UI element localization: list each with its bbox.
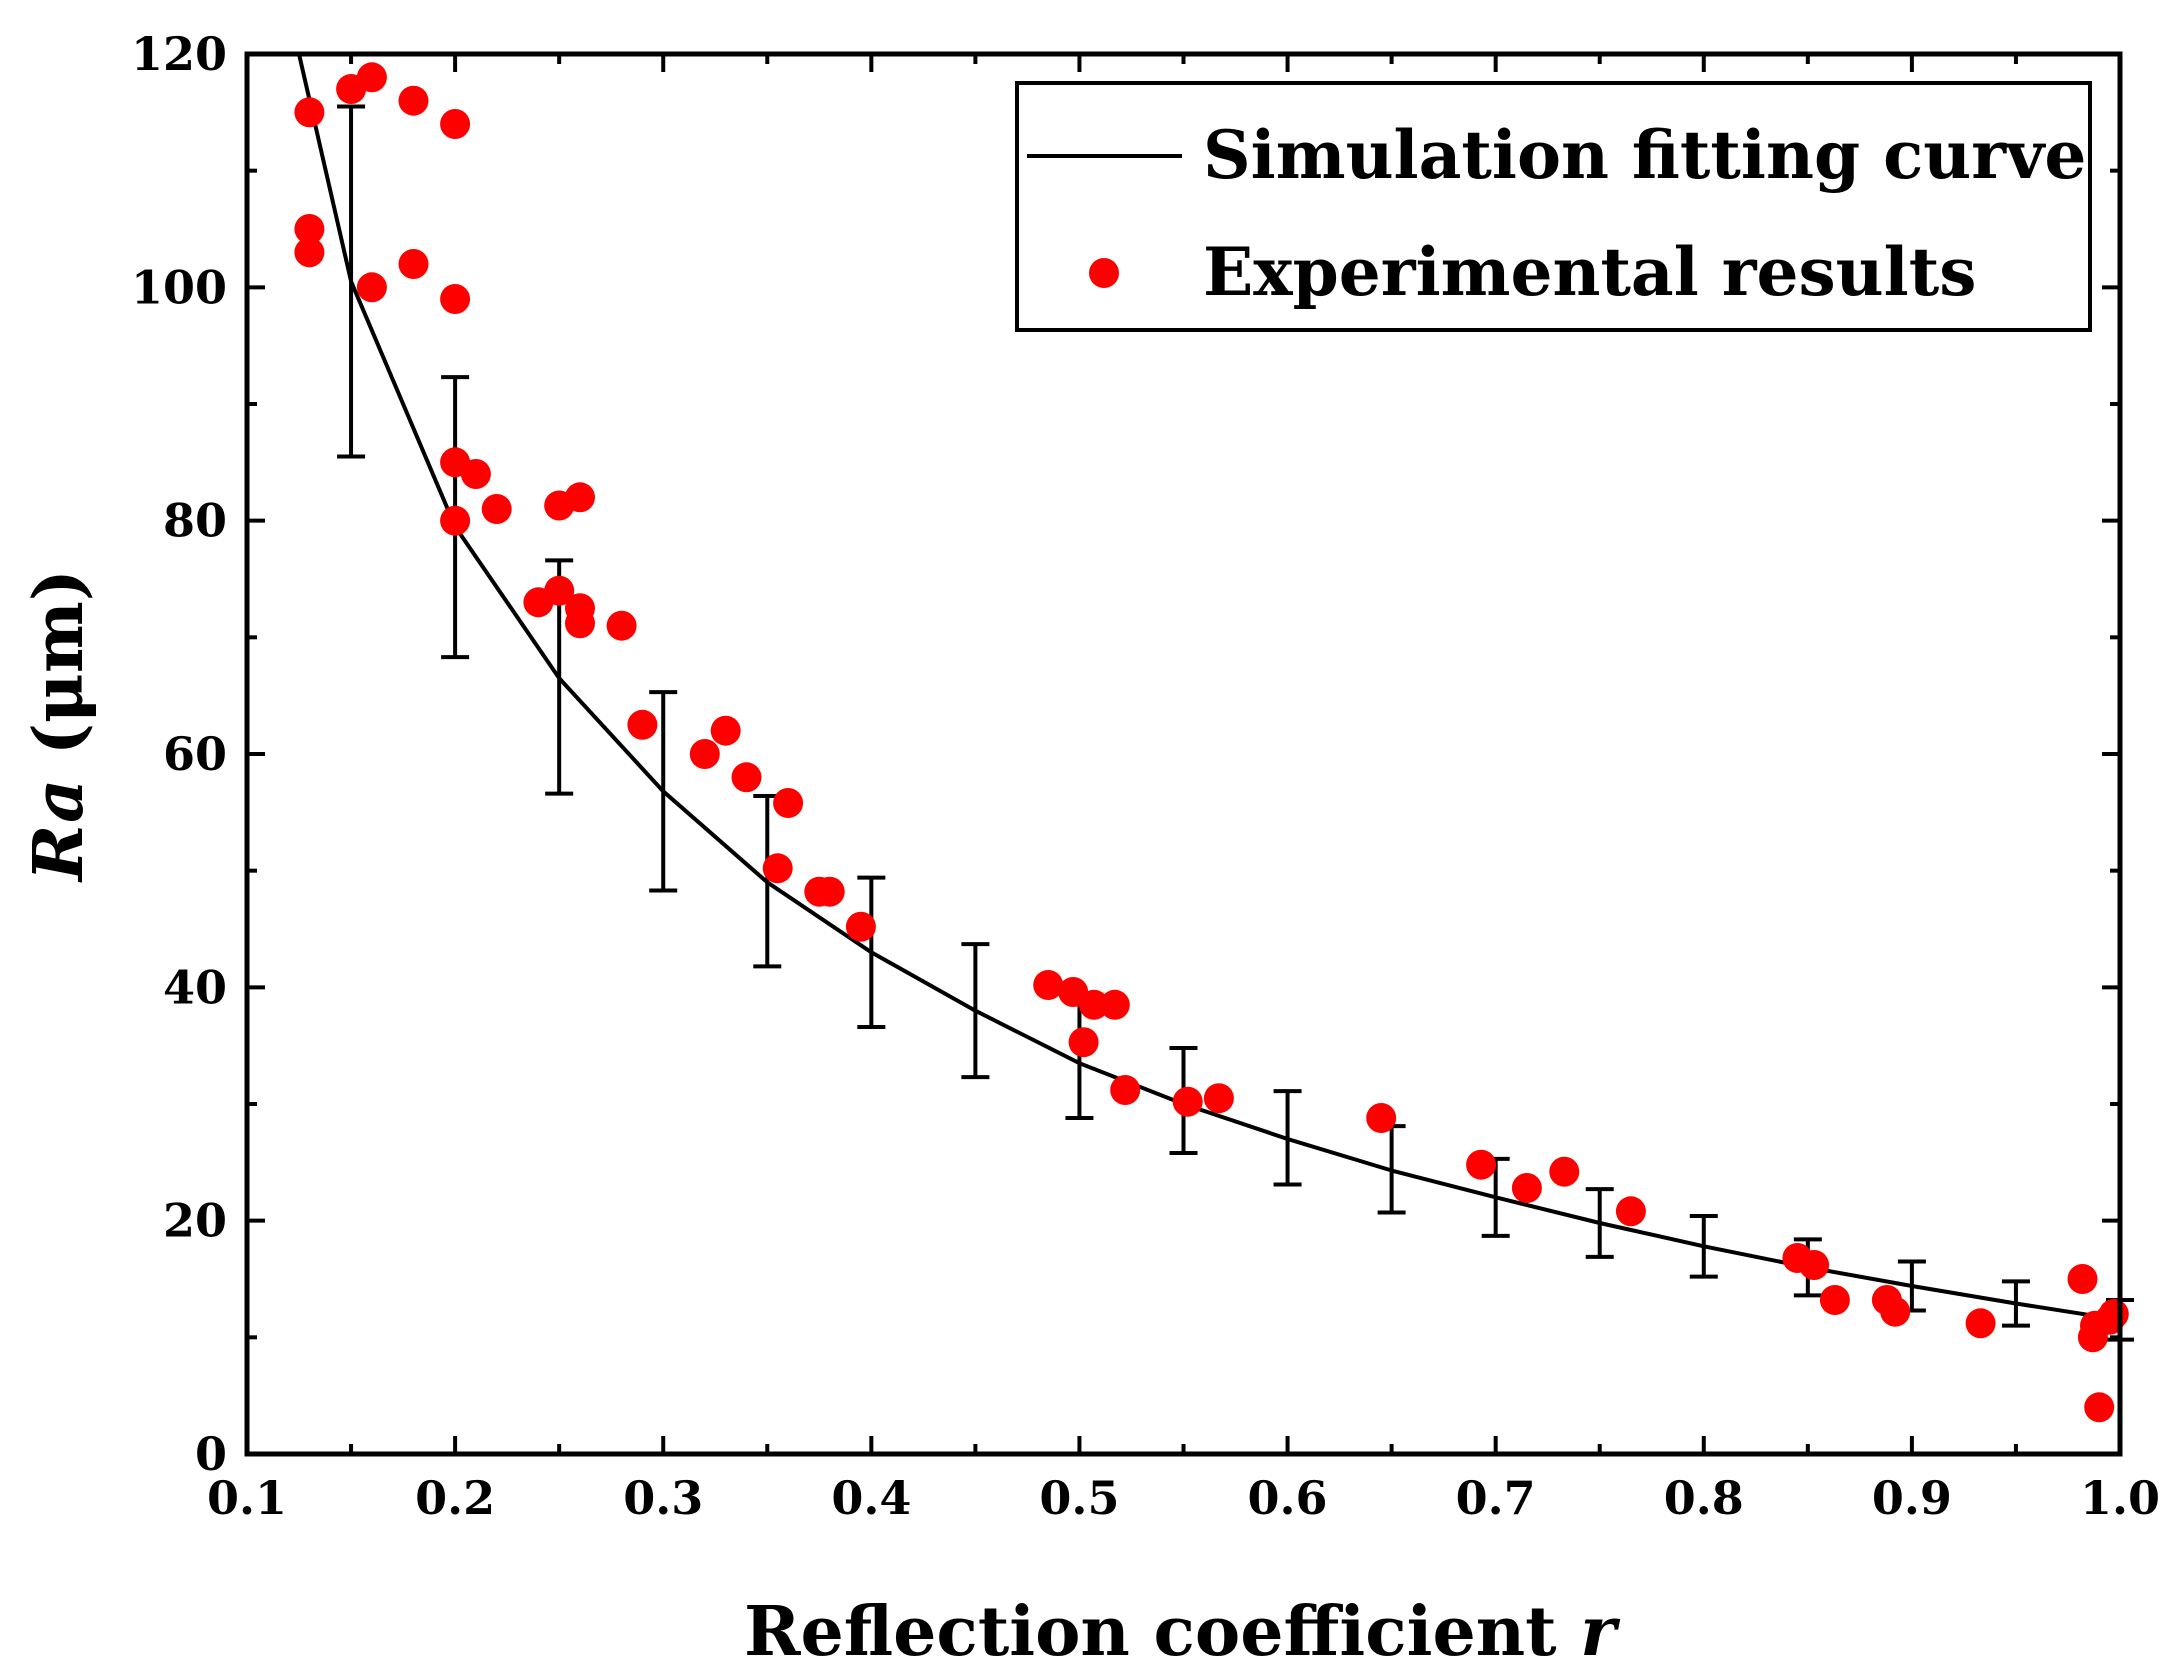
data-point: [1615, 1196, 1646, 1227]
data-point: [773, 788, 804, 818]
data-point: [294, 237, 325, 268]
y-axis-title-unit: (μm): [19, 569, 99, 779]
data-point: [356, 62, 387, 93]
data-point: [1466, 1149, 1497, 1180]
y-tick-label: 120: [131, 27, 227, 81]
x-axis-title-variable: r: [1580, 1592, 1620, 1672]
x-tick-label: 1.0: [2080, 1471, 2160, 1525]
experimental-points: [294, 62, 2129, 1423]
data-point: [440, 109, 471, 139]
legend-point-symbol: [1089, 258, 1119, 288]
axis-ticks: [245, 52, 2122, 1456]
x-tick-label: 0.2: [415, 1471, 495, 1525]
data-point: [1172, 1086, 1203, 1117]
x-tick-label: 0.1: [207, 1471, 287, 1525]
data-point: [762, 853, 793, 884]
data-point: [606, 610, 637, 641]
legend-box: [1015, 81, 2092, 332]
data-point: [1068, 1027, 1099, 1058]
x-tick-label: 0.8: [1664, 1471, 1744, 1525]
data-point: [460, 459, 491, 489]
legend: Simulation fitting curve Experimental re…: [1015, 81, 2092, 332]
x-tick-label: 0.9: [1872, 1471, 1952, 1525]
data-point: [1203, 1083, 1234, 1114]
y-axis-title: Ra (μm): [19, 569, 99, 883]
y-axis-title-variable: Ra: [19, 779, 99, 883]
data-point: [440, 505, 471, 536]
data-point: [1079, 989, 1109, 1020]
data-point: [2084, 1392, 2115, 1423]
data-point: [440, 284, 471, 314]
data-point: [356, 272, 387, 303]
x-axis-title-text: Reflection coefficient: [744, 1592, 1580, 1672]
x-axis-title: Reflection coefficient r: [744, 1592, 1620, 1672]
data-point: [731, 762, 762, 793]
data-point: [814, 876, 845, 907]
y-tick-label: 20: [163, 1194, 227, 1248]
data-point: [1549, 1156, 1580, 1187]
y-tick-label: 0: [195, 1427, 227, 1481]
x-tick-label: 0.3: [623, 1471, 703, 1525]
data-point: [294, 97, 325, 128]
data-point: [565, 482, 595, 513]
data-point: [2067, 1264, 2098, 1294]
data-point: [398, 85, 429, 116]
legend-label-curve: Simulation fitting curve: [1203, 116, 2086, 194]
data-point: [1511, 1173, 1542, 1203]
data-point: [544, 575, 575, 606]
data-point: [1819, 1285, 1850, 1315]
data-point: [689, 739, 720, 769]
data-point: [1033, 970, 1064, 1000]
data-point: [710, 715, 741, 746]
data-point: [1110, 1075, 1141, 1105]
data-point: [1965, 1308, 1996, 1339]
y-tick-label: 40: [163, 960, 227, 1014]
data-point: [627, 709, 658, 740]
x-tick-labels: 0.1 0.2 0.3 0.4 0.5 0.6 0.7 0.8 0.9 1.0: [207, 1471, 2160, 1525]
x-tick-label: 0.4: [831, 1471, 911, 1525]
y-tick-label: 80: [163, 494, 227, 548]
x-tick-label: 0.7: [1456, 1471, 1536, 1525]
data-point: [1880, 1296, 1911, 1327]
y-tick-label: 60: [163, 727, 227, 781]
data-point: [294, 214, 325, 244]
data-point: [565, 608, 595, 639]
data-point: [398, 249, 429, 279]
legend-label-points: Experimental results: [1203, 233, 1976, 311]
x-tick-label: 0.5: [1039, 1471, 1119, 1525]
y-tick-label: 100: [131, 260, 227, 314]
data-point: [1799, 1250, 1830, 1280]
data-point: [845, 911, 876, 942]
data-point: [2098, 1299, 2129, 1329]
data-point: [1366, 1103, 1397, 1133]
x-tick-label: 0.6: [1248, 1471, 1328, 1525]
data-point: [1099, 989, 1130, 1020]
data-point: [481, 494, 512, 524]
y-tick-labels: 0 20 40 60 80 100 120: [131, 27, 227, 1481]
